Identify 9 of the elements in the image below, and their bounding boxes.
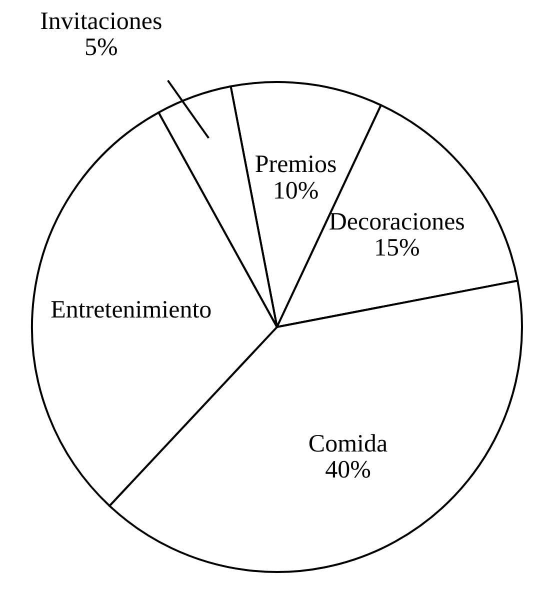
data-label: 5% xyxy=(84,34,118,62)
data-label: 15% xyxy=(374,234,420,262)
slice-label: Premios xyxy=(254,151,337,178)
slice-label: Invitaciones xyxy=(40,8,162,35)
data-label: 40% xyxy=(325,456,371,484)
slice-label: Comida xyxy=(308,430,388,458)
slice-label: Decoraciones xyxy=(328,208,465,236)
data-label: 10% xyxy=(272,177,319,204)
slice-label: Entretenimiento xyxy=(50,296,212,324)
